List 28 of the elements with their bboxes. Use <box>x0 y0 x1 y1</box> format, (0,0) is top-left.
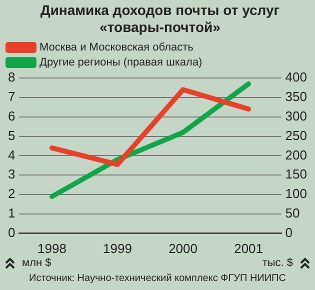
legend-label: Другие регионы (правая шкала) <box>40 56 202 69</box>
y2-tick-label: 50 <box>285 206 300 221</box>
y2-tick-label: 400 <box>285 70 308 85</box>
y2-tick-label: 350 <box>285 89 308 104</box>
x-tick-label: 2000 <box>168 240 198 256</box>
text: млн $ <box>22 257 52 269</box>
y-tick-label: 8 <box>8 70 16 85</box>
y-tick-label: 2 <box>8 186 16 202</box>
y-tick-label: 5 <box>8 128 16 143</box>
x-tick-label: 1998 <box>38 240 66 256</box>
y-tick-label: 6 <box>8 108 16 124</box>
chart-title: Динамика доходов почты от услуг «товары-почтой» <box>40 2 280 36</box>
y-tick-label: 3 <box>8 166 16 182</box>
y2-tick-label: 250 <box>285 128 308 143</box>
x-tick-label: 1999 <box>103 240 132 256</box>
y2-tick-label: 300 <box>285 108 308 124</box>
y-tick-label: 7 <box>8 89 16 104</box>
y2-tick-label: 200 <box>285 147 308 162</box>
legend-label: Москва и Московская область <box>40 42 194 54</box>
text: тыс. $ <box>262 257 293 269</box>
text: Источник: Научно-технический комплекс ФГУП НИИПС <box>28 273 287 284</box>
y-tick-label: 4 <box>8 147 16 162</box>
x-tick-label: 2001 <box>234 240 264 256</box>
y2-tick-label: 0 <box>285 224 293 240</box>
y-tick-label: 0 <box>8 224 16 240</box>
y2-tick-label: 150 <box>285 166 308 182</box>
y-tick-label: 1 <box>8 206 16 221</box>
y2-tick-label: 100 <box>285 186 308 202</box>
